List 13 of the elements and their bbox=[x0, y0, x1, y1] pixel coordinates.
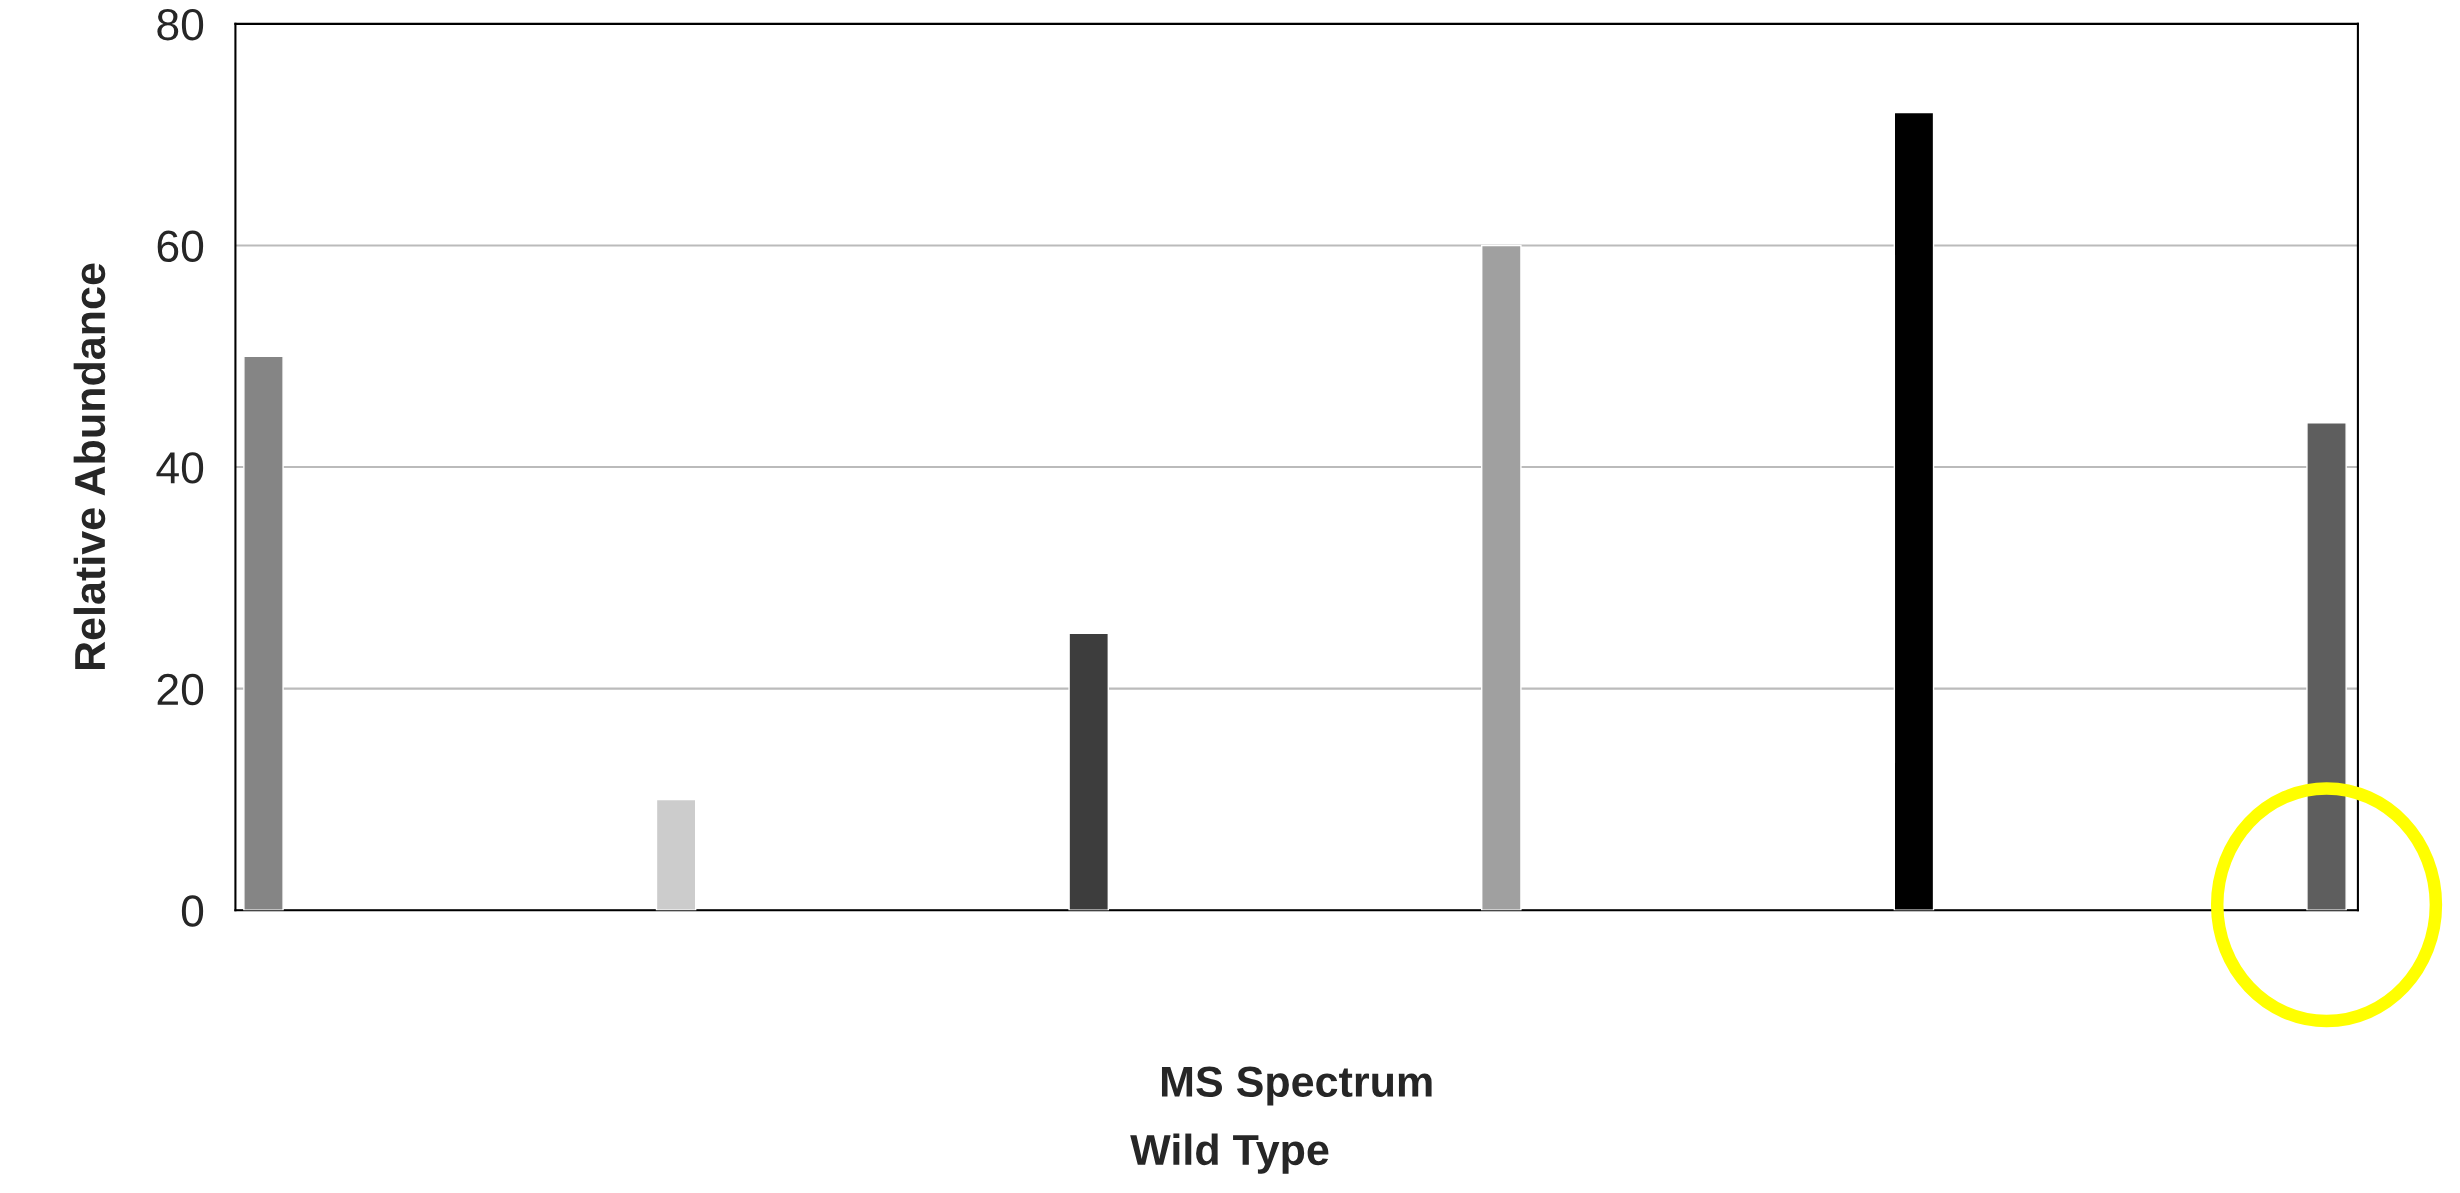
bar bbox=[1068, 632, 1110, 911]
bar bbox=[2306, 422, 2347, 911]
y-tick-label: 40 bbox=[156, 452, 204, 484]
x-axis-title: MS Spectrum bbox=[1161, 1066, 1432, 1106]
y-tick-label: 80 bbox=[157, 8, 204, 41]
bar bbox=[243, 355, 284, 911]
bar bbox=[1481, 244, 1522, 911]
y-tick-label: 20 bbox=[157, 673, 204, 706]
text: Wild Type bbox=[1130, 1133, 1329, 1174]
y-tick-label: 0 bbox=[181, 895, 204, 927]
y-tick-label: 60 bbox=[157, 230, 204, 262]
y-axis-title: Relative Abundance bbox=[73, 263, 106, 670]
bar bbox=[655, 798, 697, 911]
